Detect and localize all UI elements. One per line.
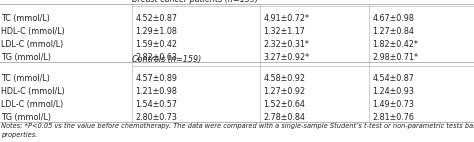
Text: 1.59±0.42: 1.59±0.42 [136, 40, 178, 49]
Text: TC (mmol/L): TC (mmol/L) [1, 74, 50, 83]
Text: properties.: properties. [1, 132, 38, 138]
Text: 1.27±0.84: 1.27±0.84 [373, 27, 414, 36]
Text: LDL-C (mmol/L): LDL-C (mmol/L) [1, 40, 64, 49]
Text: 2.80±0.73: 2.80±0.73 [136, 113, 177, 122]
Text: 1.49±0.73: 1.49±0.73 [373, 100, 414, 109]
Text: 1.52±0.64: 1.52±0.64 [264, 100, 305, 109]
Text: 1.29±1.08: 1.29±1.08 [136, 27, 177, 36]
Text: 1.21±0.98: 1.21±0.98 [136, 87, 177, 96]
Text: 4.91±0.72*: 4.91±0.72* [264, 14, 310, 23]
Text: Notes: *P<0.05 vs the value before chemotherapy. The data were compared with a s: Notes: *P<0.05 vs the value before chemo… [1, 123, 474, 129]
Text: Breast cancer patients (n=159): Breast cancer patients (n=159) [132, 0, 258, 4]
Text: Controls (n=159): Controls (n=159) [132, 55, 201, 63]
Text: 4.52±0.87: 4.52±0.87 [136, 14, 178, 23]
Text: 1.24±0.93: 1.24±0.93 [373, 87, 414, 96]
Text: 1.54±0.57: 1.54±0.57 [136, 100, 178, 109]
Text: 2.81±0.76: 2.81±0.76 [373, 113, 414, 122]
Text: 2.78±0.84: 2.78±0.84 [264, 113, 305, 122]
Text: TG (mmol/L): TG (mmol/L) [1, 53, 51, 62]
Text: 1.27±0.92: 1.27±0.92 [264, 87, 306, 96]
Text: HDL-C (mmol/L): HDL-C (mmol/L) [1, 27, 65, 36]
Text: 1.32±1.17: 1.32±1.17 [264, 27, 305, 36]
Text: TG (mmol/L): TG (mmol/L) [1, 113, 51, 122]
Text: LDL-C (mmol/L): LDL-C (mmol/L) [1, 100, 64, 109]
Text: 4.58±0.92: 4.58±0.92 [264, 74, 306, 83]
Text: TC (mmol/L): TC (mmol/L) [1, 14, 50, 23]
Text: HDL-C (mmol/L): HDL-C (mmol/L) [1, 87, 65, 96]
Text: 3.27±0.92*: 3.27±0.92* [264, 53, 310, 62]
Text: 4.67±0.98: 4.67±0.98 [373, 14, 414, 23]
Text: 4.54±0.87: 4.54±0.87 [373, 74, 414, 83]
Text: 2.32±0.31*: 2.32±0.31* [264, 40, 310, 49]
Text: 2.82±0.63: 2.82±0.63 [136, 53, 177, 62]
Text: 2.98±0.71*: 2.98±0.71* [373, 53, 419, 62]
Text: 4.57±0.89: 4.57±0.89 [136, 74, 178, 83]
Text: 1.82±0.42*: 1.82±0.42* [373, 40, 419, 49]
